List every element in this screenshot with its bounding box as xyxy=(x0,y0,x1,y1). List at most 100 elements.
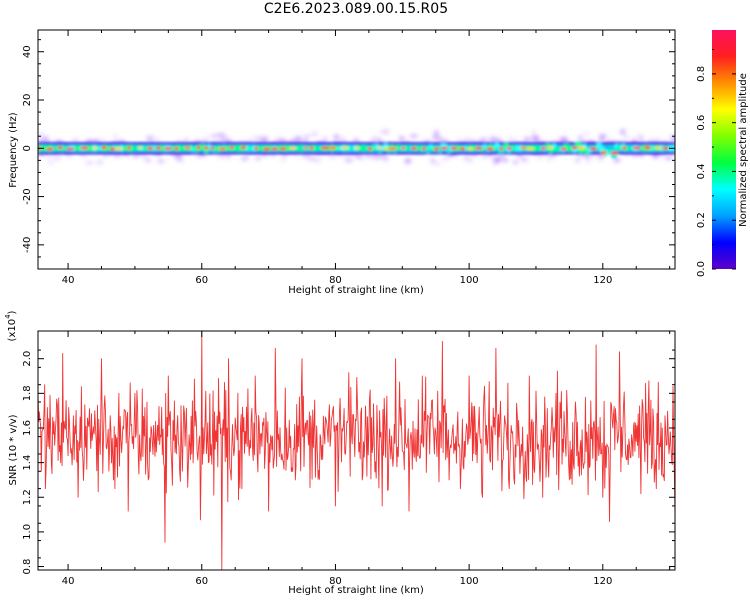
spectrum-noise-blob xyxy=(613,158,621,163)
spectrum-noise-blob xyxy=(353,138,360,144)
spectrum-noise-blob xyxy=(276,137,283,142)
spectrum-ridge-peak xyxy=(421,146,427,150)
spectrum-noise-blob xyxy=(479,137,488,143)
spectrum-noise-blob xyxy=(466,158,474,163)
spectrum-noise-blob xyxy=(144,157,151,161)
spectrum-noise-blob xyxy=(221,135,228,139)
spectrum-ridge-peak xyxy=(114,147,124,151)
spectrum-ridge-peak xyxy=(57,146,64,150)
spectrum-noise-blob xyxy=(471,154,478,158)
spectrum-noise-blob xyxy=(113,134,118,139)
spectrum-noise-blob xyxy=(404,158,411,165)
spectrum-ridge-peak xyxy=(196,146,202,150)
spectrum-ridge-peak xyxy=(79,146,89,150)
colorbar-label: Normalized spectral amplitude xyxy=(738,73,749,227)
spectrogram-frame xyxy=(37,29,676,270)
spectrum-noise-blob xyxy=(38,140,42,143)
spectrum-noise-blob xyxy=(582,132,590,136)
spectrum-noise-blob xyxy=(145,135,154,141)
spectrum-noise-blob xyxy=(435,137,444,140)
snr-x-tick-label: 80 xyxy=(329,576,342,587)
spectrum-noise-blob xyxy=(260,136,269,143)
colorbar-gradient xyxy=(712,30,736,269)
spectrum-noise-blob xyxy=(493,160,498,165)
spectrum-noise-blob xyxy=(409,133,419,139)
spectrum-noise-blob xyxy=(653,153,659,160)
spectrum-noise-blob xyxy=(462,138,471,143)
spectrum-ridge-peak xyxy=(279,147,287,151)
spectrum-ridge-peak xyxy=(309,146,315,150)
spectrum-noise-blob xyxy=(71,138,79,142)
spectrum-noise-blob xyxy=(361,156,366,160)
spectrum-noise-blob xyxy=(532,129,536,136)
spectrum-noise-blob xyxy=(303,134,312,138)
spectrum-noise-blob xyxy=(619,129,626,135)
spectrum-ridge-peak xyxy=(203,146,209,150)
spectrum-noise-blob xyxy=(535,137,540,144)
colorbar-tick-label: 0.0 xyxy=(696,261,707,277)
spectrum-noise-blob xyxy=(433,162,443,166)
spectrogram-x-tick-label: 100 xyxy=(460,275,479,286)
spectrum-noise-blob xyxy=(101,138,106,142)
spectrum-ridge-peak xyxy=(499,147,504,151)
spectrum-noise-blob xyxy=(220,156,225,159)
spectrogram-y-tick-label: -20 xyxy=(22,188,33,204)
spectrum-noise-blob xyxy=(208,135,216,138)
spectrum-noise-blob xyxy=(456,137,462,142)
spectrum-ridge-peak xyxy=(240,146,247,150)
spectrogram-y-tick-label: 40 xyxy=(22,45,33,58)
spectrum-noise-blob xyxy=(323,136,328,142)
snr-frame xyxy=(37,330,676,571)
spectrum-noise-blob xyxy=(48,161,54,165)
spectrum-ridge-peak xyxy=(155,146,162,150)
spectrum-ridge-peak xyxy=(46,147,54,151)
spectrum-noise-blob xyxy=(303,138,309,141)
colorbar-tick-label: 0.4 xyxy=(696,163,707,179)
spectrum-noise-blob xyxy=(308,157,316,161)
spectrum-noise-blob xyxy=(333,134,340,140)
spectrum-ridge-peak xyxy=(388,146,398,150)
spectrum-ridge-peak xyxy=(320,146,330,150)
spectrum-noise-blob xyxy=(665,157,673,160)
spectrum-noise-blob xyxy=(85,161,94,165)
spectrogram-x-axis-label: Height of straight line (km) xyxy=(288,285,424,296)
spectrum-noise-blob xyxy=(429,157,436,161)
spectrum-ridge-peak xyxy=(229,146,235,150)
spectrogram-y-tick-label: 20 xyxy=(22,94,33,107)
snr-y-tick-label: 1.4 xyxy=(22,455,33,471)
spectrum-noise-blob xyxy=(632,137,637,142)
spectrum-ridge-peak xyxy=(401,146,406,150)
snr-series-line xyxy=(38,331,675,570)
colorbar-tick-label: 0.2 xyxy=(696,212,707,228)
spectrum-noise-blob xyxy=(508,136,513,142)
spectrum-ridge-peak xyxy=(600,151,607,155)
spectrum-noise-blob xyxy=(45,156,53,160)
spectrum-noise-blob xyxy=(255,156,261,161)
spectrogram-y-axis-label: Frequency (Hz) xyxy=(8,112,19,188)
spectrum-ridge-peak xyxy=(109,147,117,151)
spectrum-noise-blob xyxy=(498,154,505,160)
snr-panel: 40 60 80 100 120 0.8 1.0 1.2 1.4 1.6 1.8 2.0 Height… xyxy=(4,310,676,596)
colorbar-ticks: 0.0 0.2 0.4 0.6 0.8 xyxy=(696,49,736,277)
colorbar: 0.0 0.2 0.4 0.6 0.8 Normalized spectral ampl… xyxy=(696,30,749,277)
spectrum-ridge-peak xyxy=(450,146,458,150)
snr-y-axis-label: SNR (10 * v/v) xyxy=(8,414,19,485)
spectrum-noise-blob xyxy=(520,157,529,163)
spectrum-ridge-peak xyxy=(643,146,652,150)
spectrogram-x-tick-label: 40 xyxy=(62,275,75,286)
spectrum-noise-blob xyxy=(292,137,297,143)
spectrum-ridge-peak xyxy=(210,146,215,150)
spectrum-ridge-peak xyxy=(303,146,308,150)
colorbar-tick-label: 0.8 xyxy=(696,66,707,82)
spectrum-ridge-peak xyxy=(184,146,192,150)
spectrum-noise-blob xyxy=(253,136,262,140)
spectrum-ridge-peak xyxy=(589,147,598,151)
spectrum-noise-blob xyxy=(574,157,581,163)
spectrogram-x-tick-label: 120 xyxy=(593,275,612,286)
spectrum-noise-blob xyxy=(297,137,301,142)
snr-x-tick-label: 40 xyxy=(62,576,75,587)
spectrum-ridge-peak xyxy=(560,147,567,151)
spectrum-noise-blob xyxy=(174,153,182,159)
